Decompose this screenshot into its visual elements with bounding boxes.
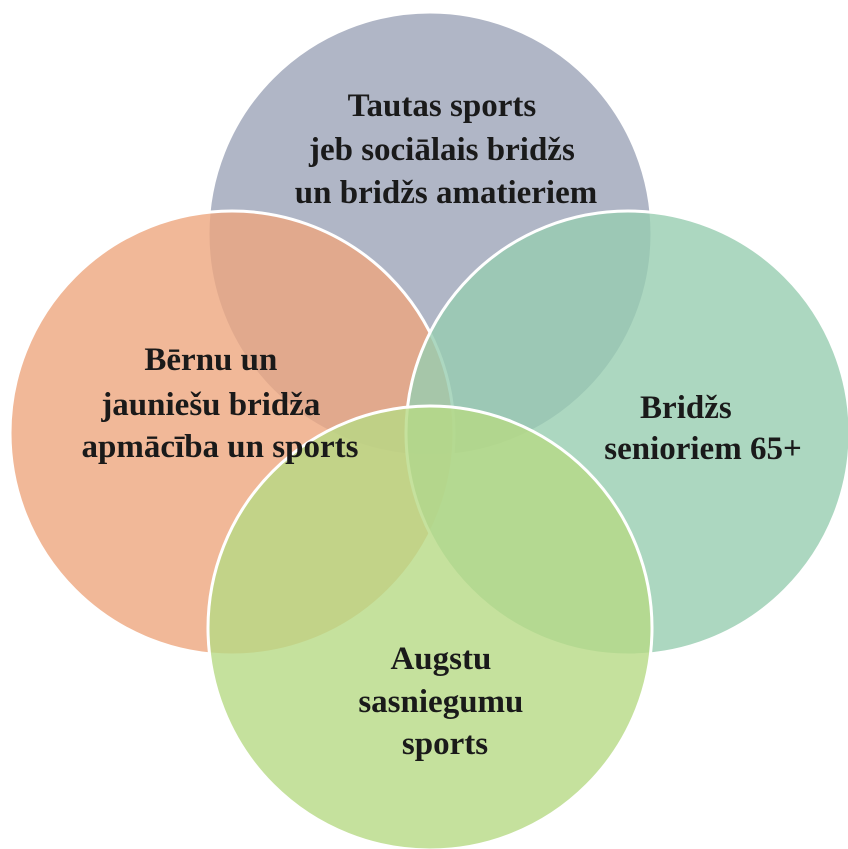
circle-bottom [206,404,654,849]
label-right: Bridžs senioriem 65+ [604,390,802,467]
label-line: apmācība un sports [82,429,359,465]
label-line: Bērnu un [144,342,277,378]
label-line: Augstu [390,641,491,677]
label-line: un bridžs amatieriem [295,175,597,211]
label-line: Bridžs [640,390,732,426]
label-line: sports [402,726,488,762]
label-bottom: Augstu sasniegumu sports [358,641,531,762]
label-line: jauniešu bridža [100,387,320,423]
label-left: Bērnu un jauniešu bridža apmācība un spo… [82,342,359,465]
label-line: jeb sociālais bridžs [308,132,575,168]
label-top: Tautas sports jeb sociālais bridžs un br… [295,88,597,211]
label-line: sasniegumu [358,684,523,720]
label-line: senioriem 65+ [604,431,802,467]
label-line: Tautas sports [348,88,537,124]
